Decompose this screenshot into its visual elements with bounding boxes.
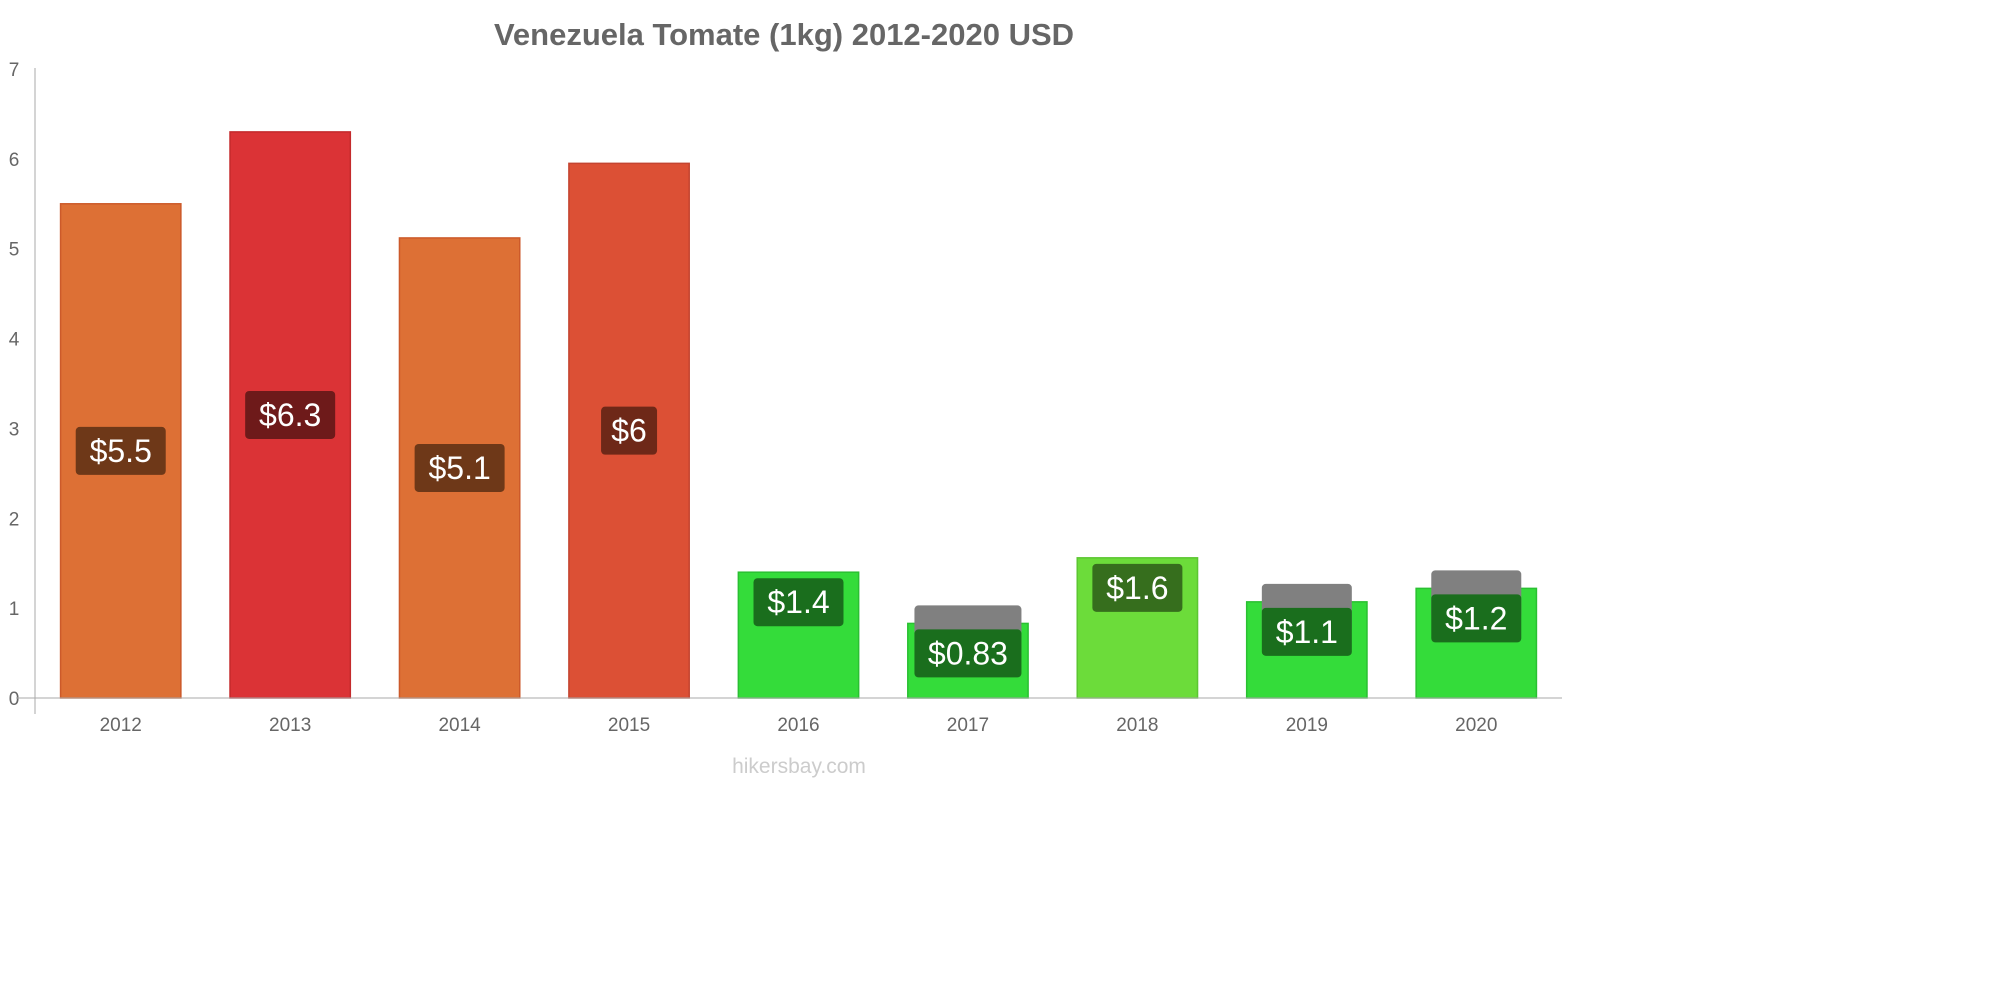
data-label-box-2019: [1261, 607, 1352, 656]
data-label-2015: $6: [611, 413, 647, 449]
x-tick-label-2018: 2018: [1116, 715, 1158, 736]
y-tick-label: 1: [9, 599, 20, 620]
data-label-box-2013: [245, 390, 336, 439]
data-label-2018: $1.6: [1106, 570, 1168, 606]
x-tick-label-2017: 2017: [947, 715, 989, 736]
chart-title: Venezuela Tomate (1kg) 2012-2020 USD: [494, 17, 1074, 52]
watermark: hikersbay.com: [732, 755, 866, 778]
data-label-2014: $5.1: [428, 450, 490, 486]
data-label-box-2016: [753, 578, 844, 627]
x-tick-label-2020: 2020: [1455, 715, 1497, 736]
y-tick-label: 6: [9, 150, 20, 171]
data-label-box-2012: [75, 426, 166, 475]
data-label-2020: $1.2: [1445, 600, 1507, 636]
data-label-2017: $0.83: [928, 635, 1008, 671]
bar-chart: Venezuela Tomate (1kg) 2012-2020 USD 0 1 2…: [9, 17, 1562, 778]
data-label-2013: $6.3: [259, 397, 321, 433]
x-tick-label-2013: 2013: [269, 715, 311, 736]
bars: $5.5 $6.3 $5.1 $6 $1.4 $0.83 $1.6 $1.1 $1.2: [59, 131, 1538, 699]
y-tick-label: 2: [9, 509, 20, 530]
y-tick-label: 3: [9, 419, 20, 440]
data-label-2016: $1.4: [767, 584, 829, 620]
y-tick-label: 0: [9, 689, 20, 710]
x-tick-label-2014: 2014: [438, 715, 481, 736]
data-label-box-2020: [1431, 594, 1522, 643]
data-label-box-2017: [914, 629, 1022, 678]
y-tick-label: 4: [9, 330, 20, 351]
x-tick-label-2012: 2012: [100, 715, 142, 736]
data-label-box-2015: [601, 406, 658, 455]
y-tick-label: 5: [9, 240, 20, 261]
y-tick-label: 7: [9, 60, 20, 81]
data-label-2019: $1.1: [1276, 614, 1338, 650]
data-label-box-2014: [414, 443, 505, 492]
data-label-box-2018: [1092, 563, 1183, 612]
x-tick-label-2015: 2015: [608, 715, 650, 736]
x-tick-label-2016: 2016: [777, 715, 819, 736]
y-axis-ticks: 0 1 2 3 4 5 6 7: [9, 60, 20, 710]
x-axis-ticks: 2012 2013 2014 2015 2016 2017 2018 2019 2020: [100, 715, 1498, 736]
data-label-2012: $5.5: [90, 433, 152, 469]
x-tick-label-2019: 2019: [1286, 715, 1328, 736]
